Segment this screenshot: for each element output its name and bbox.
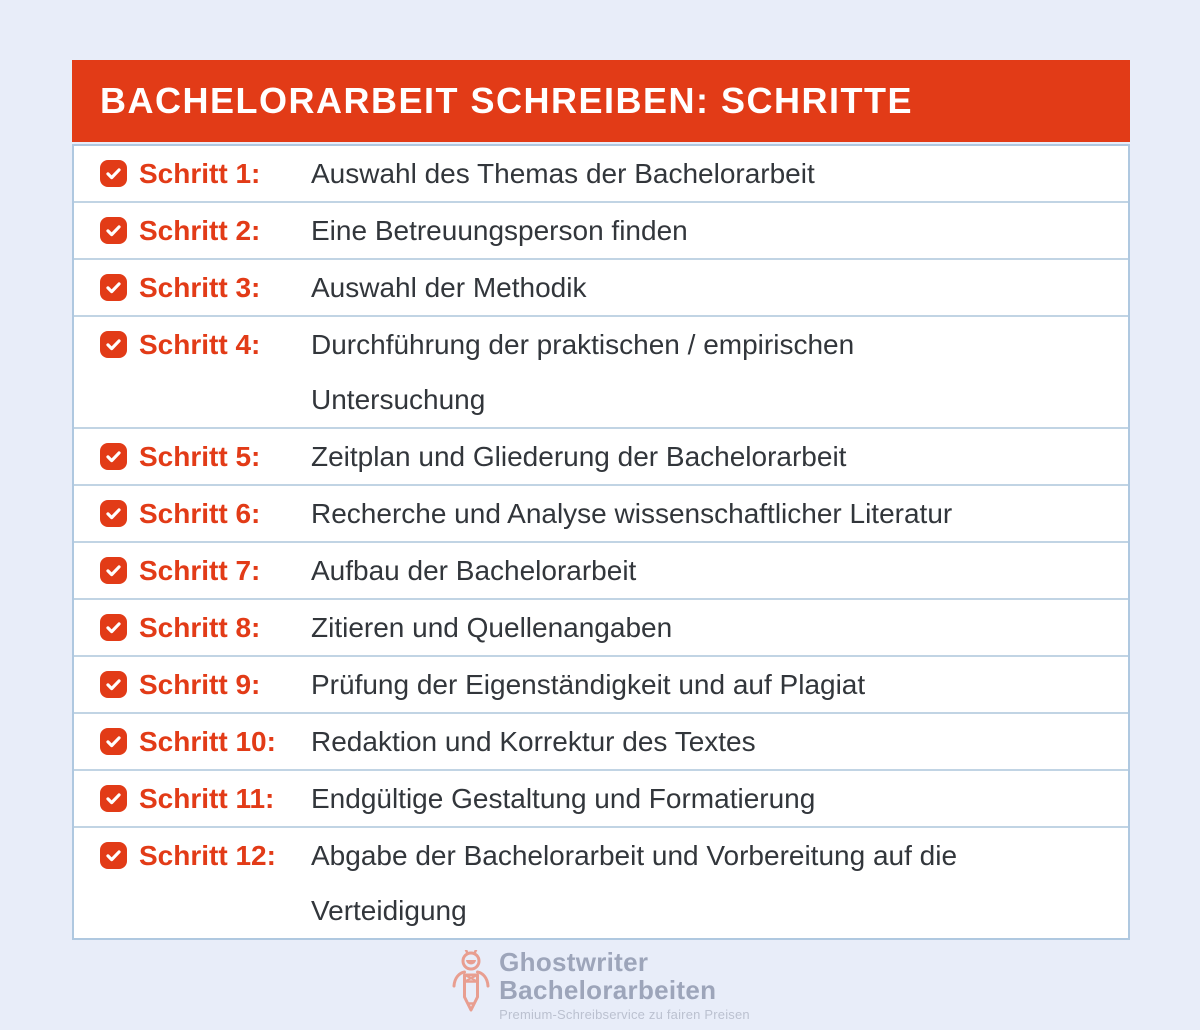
checkbox-check-icon (100, 443, 127, 470)
step-label: Schritt 2: (139, 215, 261, 246)
step-label: Schritt 1: (139, 158, 261, 189)
step-row: Schritt 5: Zeitplan und Gliederung der B… (74, 427, 1128, 484)
infographic-poster: BACHELORARBEIT SCHREIBEN: SCHRITTE Schri… (72, 60, 1130, 940)
title-banner: BACHELORARBEIT SCHREIBEN: SCHRITTE (72, 60, 1130, 142)
checkbox-check-icon (100, 500, 127, 527)
step-label: Schritt 5: (139, 441, 261, 472)
step-row: Schritt 10: Redaktion und Korrektur des … (74, 712, 1128, 769)
step-row: Schritt 11: Endgültige Gestaltung und Fo… (74, 769, 1128, 826)
step-description: Endgültige Gestaltung und Formatierung (311, 783, 816, 814)
brand-name-line2: Bachelorarbeiten (499, 975, 717, 1005)
step-label: Schritt 6: (139, 498, 261, 529)
step-label: Schritt 10: (139, 726, 276, 757)
pencil-mascot-icon (450, 948, 492, 1021)
step-label: Schritt 8: (139, 612, 261, 643)
step-label: Schritt 9: (139, 669, 261, 700)
brand-footer: Ghostwriter Bachelorarbeiten Premium-Sch… (0, 948, 1200, 1022)
step-description: Recherche und Analyse wissenschaftlicher… (311, 498, 953, 529)
checkbox-check-icon (100, 331, 127, 358)
page-title: BACHELORARBEIT SCHREIBEN: SCHRITTE (100, 80, 914, 121)
step-row: Schritt 7: Aufbau der Bachelorarbeit (74, 541, 1128, 598)
step-label: Schritt 12: (139, 840, 276, 871)
step-description: Aufbau der Bachelorarbeit (311, 555, 637, 586)
checkbox-check-icon (100, 217, 127, 244)
steps-table: Schritt 1: Auswahl des Themas der Bachel… (72, 144, 1130, 940)
checkbox-check-icon (100, 274, 127, 301)
step-row: Schritt 12: Abgabe der Bachelorarbeit un… (74, 826, 1128, 938)
step-row: Schritt 6: Recherche und Analyse wissens… (74, 484, 1128, 541)
step-row: Schritt 1: Auswahl des Themas der Bachel… (74, 146, 1128, 201)
step-label: Schritt 11: (139, 783, 275, 814)
checkbox-check-icon (100, 728, 127, 755)
step-label: Schritt 3: (139, 272, 261, 303)
checkbox-check-icon (100, 842, 127, 869)
checkbox-check-icon (100, 160, 127, 187)
step-label: Schritt 7: (139, 555, 261, 586)
step-row: Schritt 3: Auswahl der Methodik (74, 258, 1128, 315)
step-label: Schritt 4: (139, 329, 261, 360)
brand-tagline: Premium-Schreibservice zu fairen Preisen (499, 1007, 750, 1022)
step-row: Schritt 9: Prüfung der Eigenständigkeit … (74, 655, 1128, 712)
checkbox-check-icon (100, 671, 127, 698)
step-description: Zeitplan und Gliederung der Bachelorarbe… (311, 441, 847, 472)
step-description: Eine Betreuungsperson finden (311, 215, 688, 246)
step-description: Prüfung der Eigenständigkeit und auf Pla… (311, 669, 866, 700)
brand-name-line1: Ghostwriter (499, 947, 649, 977)
step-row: Schritt 8: Zitieren und Quellenangaben (74, 598, 1128, 655)
step-description: Zitieren und Quellenangaben (311, 612, 673, 643)
checkbox-check-icon (100, 557, 127, 584)
step-description: Redaktion und Korrektur des Textes (311, 726, 756, 757)
checkbox-check-icon (100, 785, 127, 812)
step-description: Abgabe der Bachelorarbeit und Vorbereitu… (311, 840, 958, 926)
step-row: Schritt 2: Eine Betreuungsperson finden (74, 201, 1128, 258)
brand-text: Ghostwriter Bachelorarbeiten Premium-Sch… (499, 948, 750, 1022)
step-description: Durchführung der praktischen / empirisch… (311, 329, 855, 415)
step-row: Schritt 4: Durchführung der praktischen … (74, 315, 1128, 427)
checkbox-check-icon (100, 614, 127, 641)
step-description: Auswahl des Themas der Bachelorarbeit (311, 158, 815, 189)
step-description: Auswahl der Methodik (311, 272, 587, 303)
